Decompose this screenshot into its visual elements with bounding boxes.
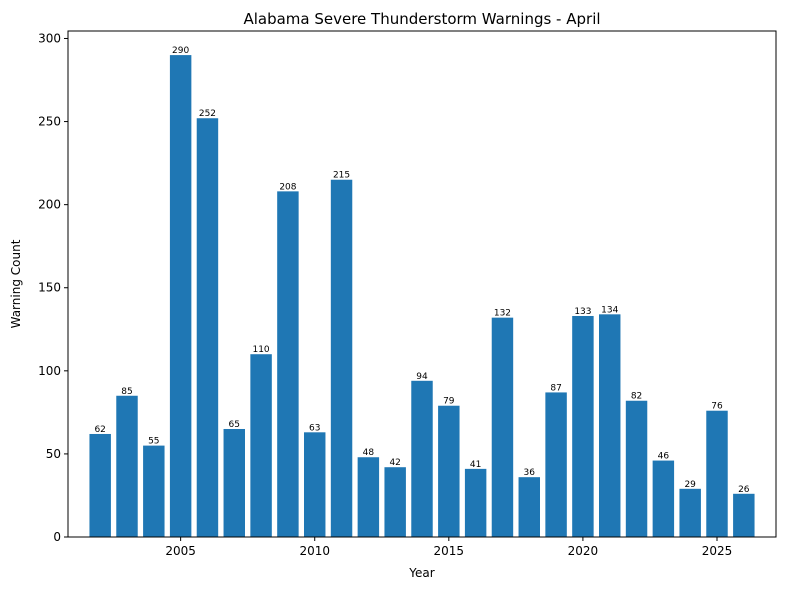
bar-2026	[733, 493, 755, 537]
data-label-2020: 133	[574, 307, 591, 317]
plot-area: 6285552902526511020863215484294794113236…	[38, 30, 777, 558]
y-tick-label: 250	[38, 115, 61, 129]
bar-2023	[652, 460, 675, 537]
data-label-2014: 94	[416, 372, 428, 382]
data-label-2011: 215	[333, 171, 350, 181]
data-labels-group: 62 85 55 290 252 65 110 208 63 215 48 42 94 79 41 132 36…	[94, 46, 749, 495]
data-label-2002: 62	[94, 425, 105, 435]
data-label-2026: 26	[738, 485, 750, 495]
y-tick-label: 50	[46, 447, 61, 461]
x-tick-label: 2010	[299, 544, 330, 558]
data-label-2005: 290	[172, 46, 189, 56]
bar-2012	[357, 457, 380, 537]
data-label-2017: 132	[494, 309, 511, 319]
data-label-2016: 41	[470, 460, 481, 470]
data-label-2004: 55	[148, 437, 159, 447]
bar-2018	[518, 477, 540, 537]
x-tick-label: 2025	[702, 544, 733, 558]
bar-2003	[116, 395, 138, 537]
bar-2013	[384, 467, 406, 537]
data-label-2018: 36	[524, 468, 536, 478]
y-axis-ticks: 0 50 100 150 200 250 300	[38, 31, 68, 544]
bar-2022	[625, 400, 648, 537]
plot-frame	[67, 30, 777, 538]
bar-2004	[143, 445, 165, 537]
data-label-2010: 63	[309, 423, 320, 433]
bar-2009	[277, 191, 299, 537]
data-label-2021: 134	[601, 305, 618, 315]
bar-2007	[223, 428, 245, 537]
data-label-2013: 42	[389, 458, 400, 468]
bars-group	[89, 55, 755, 538]
bar-2017	[491, 317, 514, 537]
bar-2010	[304, 432, 326, 537]
data-label-2025: 76	[711, 402, 723, 412]
data-label-2012: 48	[363, 448, 375, 458]
data-label-2003: 85	[121, 387, 132, 397]
data-label-2008: 110	[252, 345, 269, 355]
bar-2006	[196, 118, 219, 537]
bar-2020	[572, 315, 594, 537]
data-label-2019: 87	[550, 383, 561, 393]
y-tick-label: 150	[38, 281, 61, 295]
x-tick-label: 2005	[165, 544, 196, 558]
bar-2008	[250, 354, 272, 537]
data-label-2007: 65	[229, 420, 240, 430]
y-tick-label: 300	[38, 31, 61, 45]
y-tick-label: 200	[38, 198, 61, 212]
data-label-2022: 82	[631, 392, 642, 402]
bar-2019	[545, 392, 567, 537]
data-label-2009: 208	[279, 182, 296, 192]
y-axis-label: Warning Count	[9, 239, 23, 328]
data-label-2006: 252	[199, 109, 216, 119]
bar-2005	[169, 55, 192, 537]
bar-2015	[438, 405, 460, 537]
bar-2011	[330, 179, 353, 538]
bar-2014	[411, 380, 433, 537]
bar-2025	[706, 410, 728, 537]
y-tick-label: 100	[38, 364, 61, 378]
y-tick-label: 0	[53, 530, 61, 544]
x-tick-label: 2015	[434, 544, 465, 558]
data-label-2023: 46	[658, 452, 670, 462]
bar-2016	[464, 468, 487, 537]
x-axis-label: Year	[408, 566, 434, 580]
x-axis-ticks: 2005 2010 2015 2020 2025	[165, 537, 732, 558]
data-label-2024: 29	[684, 480, 696, 490]
data-label-2015: 79	[443, 397, 455, 407]
x-tick-label: 2020	[568, 544, 599, 558]
bar-2024	[679, 488, 701, 537]
chart-title: Alabama Severe Thunderstorm Warnings - A…	[243, 10, 600, 28]
bar-2002	[89, 433, 111, 537]
bar-2021	[599, 314, 621, 537]
